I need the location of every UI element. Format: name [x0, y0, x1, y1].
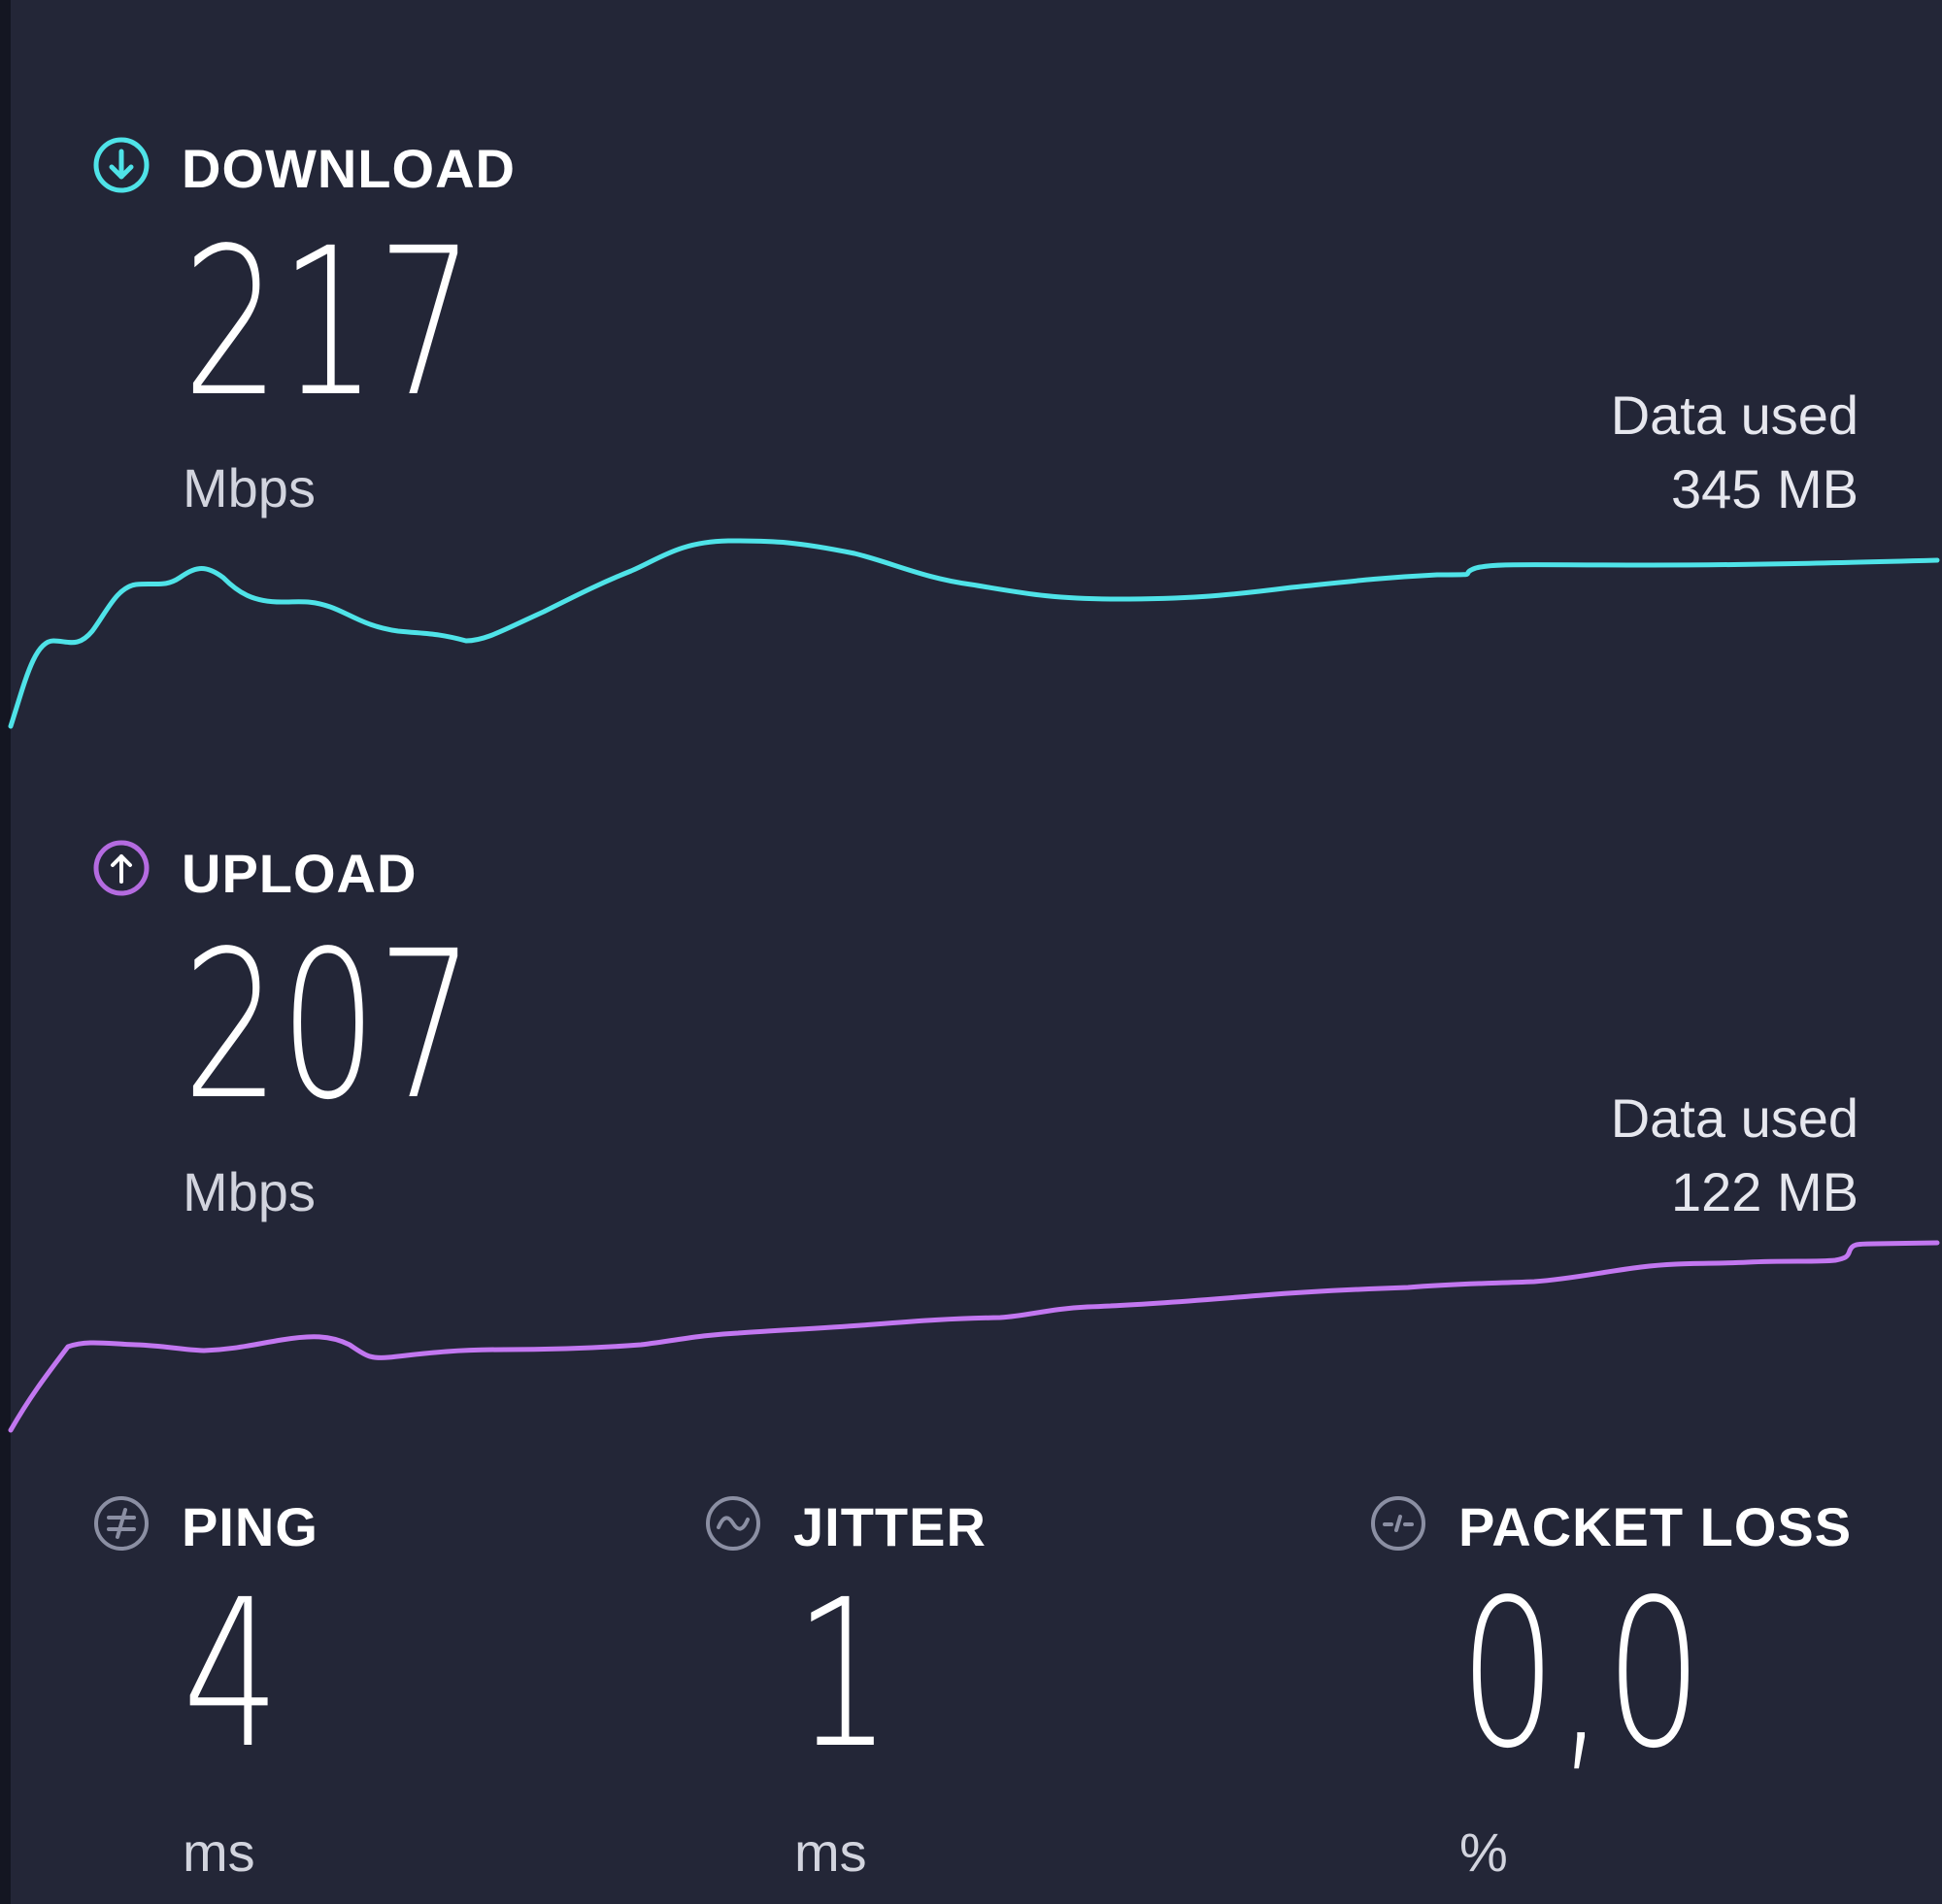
download-data-used: Data used 345 MB: [1611, 379, 1858, 526]
download-unit: Mbps: [183, 457, 316, 518]
packet-loss-icon: [1371, 1496, 1425, 1551]
ping-icon: [94, 1496, 149, 1551]
left-edge-bar: [0, 0, 11, 1904]
jitter-label: JITTER: [793, 1496, 987, 1557]
download-data-used-value: 345 MB: [1671, 458, 1858, 519]
jitter-wave-icon: [706, 1496, 760, 1551]
download-data-used-label: Data used: [1610, 384, 1858, 446]
upload-arrow-icon: [93, 840, 150, 896]
upload-speed-graph: [8, 1240, 1940, 1433]
download-speed-graph: [8, 538, 1940, 729]
upload-label: UPLOAD: [182, 843, 418, 904]
upload-data-used-value: 122 MB: [1671, 1161, 1858, 1222]
download-arrow-icon: [93, 137, 150, 193]
upload-data-used: Data used 122 MB: [1611, 1082, 1858, 1229]
ping-label: PING: [182, 1496, 318, 1557]
upload-unit: Mbps: [183, 1161, 316, 1222]
jitter-value: 1: [794, 1555, 892, 1793]
jitter-unit: ms: [794, 1821, 867, 1883]
upload-speed-line: [8, 1240, 1940, 1433]
upload-speed-value: 207: [183, 907, 475, 1145]
ping-unit: ms: [183, 1821, 255, 1883]
download-speed-line: [8, 538, 1940, 729]
packet-loss-value: 0,0: [1459, 1555, 1703, 1793]
download-speed-value: 217: [183, 204, 475, 442]
packet-loss-unit: %: [1459, 1821, 1508, 1883]
packet-loss-label: PACKET LOSS: [1458, 1496, 1853, 1557]
download-label: DOWNLOAD: [182, 138, 516, 199]
upload-data-used-label: Data used: [1610, 1087, 1858, 1149]
ping-value: 4: [183, 1555, 281, 1793]
